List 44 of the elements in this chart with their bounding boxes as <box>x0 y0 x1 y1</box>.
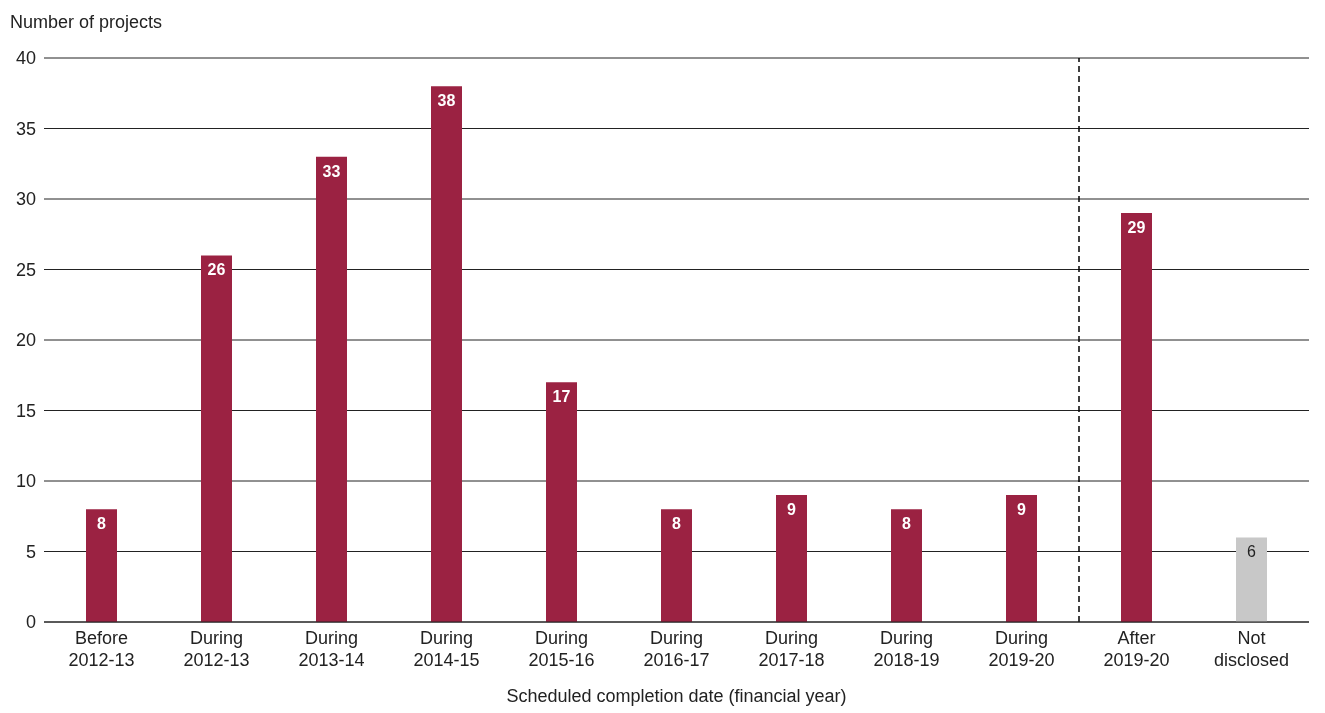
bar <box>1121 213 1152 622</box>
x-tick-label: Before 2012-13 <box>68 628 135 670</box>
x-tick-label: During 2012-13 <box>183 628 250 670</box>
y-axis-title: Number of projects <box>10 12 163 33</box>
x-tick-label: During 2015-16 <box>528 628 595 670</box>
x-tick-label: During 2016-17 <box>643 628 710 670</box>
bar <box>546 382 577 622</box>
y-tick-label: 10 <box>15 471 36 492</box>
bar <box>431 86 462 622</box>
y-tick-label: 30 <box>15 189 36 210</box>
bar <box>661 509 692 622</box>
x-tick-label: After 2019-20 <box>1103 628 1170 670</box>
data-label: 38 <box>437 92 456 110</box>
x-axis-title: Scheduled completion date (financial year) <box>505 686 848 707</box>
bar <box>316 156 347 622</box>
bar <box>86 509 117 622</box>
y-tick-label: 25 <box>15 259 36 280</box>
x-tick-label: During 2019-20 <box>988 628 1055 670</box>
bar <box>776 495 807 622</box>
x-tick-label: During 2018-19 <box>873 628 940 670</box>
x-tick-label: Not disclosed <box>1213 628 1290 670</box>
data-label: 17 <box>552 388 571 406</box>
y-tick-label: 40 <box>15 48 36 69</box>
y-tick-label: 15 <box>15 400 36 421</box>
x-tick-label: During 2013-14 <box>298 628 365 670</box>
data-label: 9 <box>787 501 797 519</box>
y-tick-label: 20 <box>15 330 36 351</box>
data-label: 9 <box>1017 501 1027 519</box>
bar <box>1006 495 1037 622</box>
data-label: 33 <box>322 162 341 180</box>
data-label: 8 <box>902 515 912 533</box>
data-label: 29 <box>1127 219 1146 237</box>
bar <box>1236 537 1267 622</box>
x-tick-label: During 2014-15 <box>413 628 480 670</box>
data-label: 8 <box>97 515 107 533</box>
y-tick-label: 5 <box>25 541 36 562</box>
y-tick-label: 0 <box>25 612 36 633</box>
y-tick-label: 35 <box>15 118 36 139</box>
data-label: 26 <box>207 261 226 279</box>
data-label: 8 <box>672 515 682 533</box>
data-label: 6 <box>1247 543 1257 561</box>
bar <box>201 255 232 622</box>
bar <box>891 509 922 622</box>
x-tick-label: During 2017-18 <box>758 628 825 670</box>
